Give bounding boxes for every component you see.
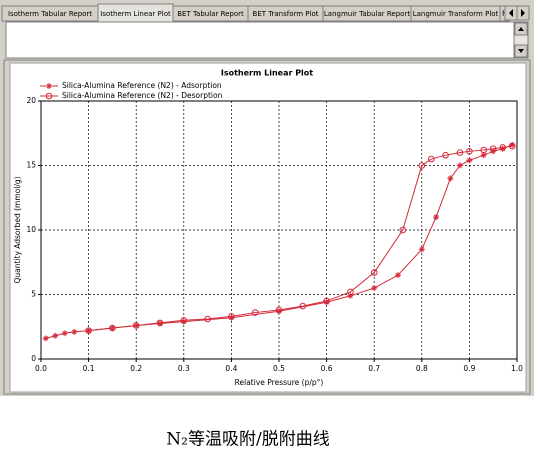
data-point (109, 324, 116, 332)
data-point (442, 151, 449, 159)
data-point (323, 297, 330, 305)
tab-label[interactable]: Isotherm Linear Plot (100, 10, 171, 18)
x-tick-label: 0.1 (83, 364, 95, 373)
data-point (428, 155, 435, 163)
x-axis-label: Relative Pressure (p/p°) (235, 378, 324, 387)
x-tick-label: 0.6 (321, 364, 333, 373)
data-point (509, 141, 516, 148)
legend-label: Silica-Alumina Reference (N2) - Adsorpti… (62, 81, 222, 90)
data-point (456, 149, 464, 156)
arrow-icon (521, 9, 525, 17)
data-point (499, 144, 507, 151)
tab-label[interactable]: BET Transform Plot (253, 10, 319, 18)
data-point (447, 175, 454, 182)
data-point (466, 157, 473, 164)
x-tick-label: 0.9 (463, 364, 475, 373)
x-tick-label: 0.3 (178, 364, 190, 373)
data-point (299, 302, 307, 310)
plot-frame (40, 100, 518, 360)
data-point (480, 146, 487, 154)
data-point (228, 313, 235, 320)
data-point (156, 319, 164, 327)
data-point (347, 292, 354, 299)
tab-label[interactable]: Isotherm Tabular Report (8, 10, 92, 18)
data-point (347, 288, 354, 296)
data-point (52, 332, 59, 339)
data-point (370, 269, 378, 276)
x-tick-label: 0.2 (130, 364, 142, 373)
data-point (466, 148, 473, 155)
data-point (395, 272, 401, 279)
data-point (204, 315, 211, 323)
x-tick-label: 0.4 (225, 364, 237, 373)
data-point (157, 320, 163, 327)
chart-title: Isotherm Linear Plot (221, 69, 313, 78)
data-point (433, 214, 440, 221)
x-tick-label: 1.0 (511, 364, 523, 373)
data-point (489, 145, 497, 153)
y-tick-label: 20 (26, 96, 36, 105)
data-point (42, 335, 49, 342)
arrow-icon (518, 27, 524, 31)
data-point (418, 246, 425, 253)
tab-bar: Isotherm Tabular Report Isotherm Linear P… (1, 3, 510, 23)
data-point (371, 285, 378, 292)
y-tick-label: 10 (26, 225, 36, 234)
data-point (251, 309, 259, 316)
y-axis-label: Quantity Adsorbed (mmol/g) (13, 176, 22, 283)
x-tick-label: 0.8 (416, 364, 428, 373)
y-tick-label: 15 (26, 161, 36, 170)
data-point (276, 308, 282, 315)
data-point (180, 317, 188, 324)
data-point (418, 162, 426, 169)
data-point (228, 314, 235, 321)
data-point (508, 142, 516, 150)
legend-label: Silica-Alumina Reference (N2) - Desorpti… (62, 91, 223, 100)
x-tick-label: 0.7 (368, 364, 380, 373)
tab-label[interactable]: BET Tabular Report (177, 10, 244, 18)
series-line (88, 145, 513, 332)
data-point (456, 162, 463, 169)
tab-label[interactable]: Langmuir Tabular Report (324, 10, 410, 18)
data-point (480, 152, 487, 159)
caption: N₂等温吸附/脱附曲线 (166, 430, 329, 450)
data-point (85, 327, 92, 334)
data-point (499, 145, 506, 152)
data-point (275, 306, 283, 314)
legend-marker (46, 83, 52, 89)
text-area (5, 21, 515, 59)
arrow-icon (518, 49, 524, 53)
tab-label[interactable]: Langmuir Transform Plot (413, 10, 499, 18)
data-point (323, 299, 330, 306)
data-point (61, 330, 68, 337)
x-tick-label: 0.0 (35, 364, 47, 373)
data-point (399, 226, 407, 234)
data-point (132, 322, 140, 329)
data-point (180, 318, 187, 325)
legend-marker (45, 92, 53, 100)
y-tick-label: 0 (31, 354, 36, 363)
x-tick-label: 0.5 (273, 364, 285, 373)
data-point (71, 328, 78, 335)
plot-background (9, 62, 527, 393)
arrow-icon (509, 9, 513, 17)
y-tick-label: 5 (31, 290, 36, 299)
